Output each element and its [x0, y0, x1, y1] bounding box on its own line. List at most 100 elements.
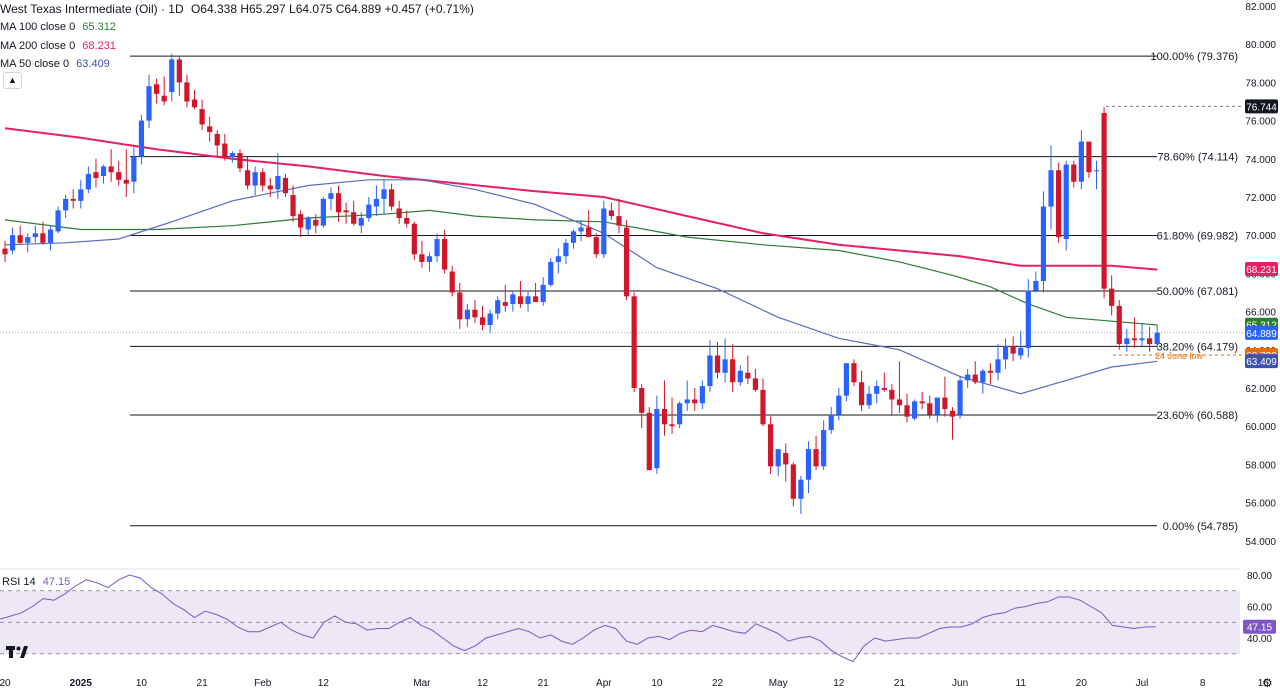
- rsi-line[interactable]: [0, 574, 1156, 663]
- candle[interactable]: [457, 292, 463, 320]
- candle[interactable]: [222, 143, 228, 157]
- candle[interactable]: [1116, 305, 1122, 345]
- candle[interactable]: [608, 210, 614, 217]
- candle[interactable]: [616, 216, 622, 226]
- candle[interactable]: [1078, 141, 1084, 182]
- candle[interactable]: [767, 424, 774, 467]
- candle[interactable]: [965, 374, 971, 381]
- candle[interactable]: [381, 189, 387, 199]
- candle[interactable]: [843, 363, 849, 396]
- candle[interactable]: [1010, 345, 1016, 354]
- candle[interactable]: [1018, 347, 1024, 356]
- candle[interactable]: [980, 370, 986, 383]
- candle[interactable]: [972, 374, 978, 383]
- candle[interactable]: [100, 166, 107, 176]
- candle[interactable]: [654, 409, 660, 469]
- candle[interactable]: [934, 397, 940, 415]
- candle[interactable]: [631, 296, 637, 388]
- candle[interactable]: [745, 372, 751, 379]
- candle[interactable]: [17, 235, 23, 243]
- candle[interactable]: [540, 284, 546, 303]
- candle[interactable]: [78, 189, 84, 201]
- candle[interactable]: [358, 218, 364, 226]
- candle[interactable]: [874, 386, 880, 394]
- candle[interactable]: [601, 208, 607, 255]
- candle[interactable]: [351, 212, 357, 224]
- candle[interactable]: [896, 399, 903, 406]
- candle[interactable]: [169, 59, 175, 92]
- candle[interactable]: [639, 388, 645, 413]
- candle[interactable]: [669, 424, 675, 427]
- candle[interactable]: [237, 153, 243, 169]
- gear-icon[interactable]: ⚙: [1262, 676, 1273, 690]
- candle[interactable]: [1048, 170, 1054, 207]
- candle[interactable]: [578, 227, 584, 232]
- candle[interactable]: [63, 198, 69, 211]
- candle[interactable]: [783, 452, 789, 465]
- candle[interactable]: [1146, 338, 1153, 345]
- candle[interactable]: [184, 82, 190, 102]
- candle[interactable]: [1093, 170, 1100, 172]
- candle[interactable]: [373, 198, 380, 207]
- candle[interactable]: [586, 227, 592, 238]
- candle[interactable]: [1071, 164, 1077, 182]
- candle[interactable]: [388, 189, 395, 207]
- candle[interactable]: [305, 218, 311, 230]
- candle[interactable]: [176, 59, 182, 83]
- symbol-title[interactable]: West Texas Intermediate (Oil) · 1D: [0, 2, 184, 16]
- candle[interactable]: [464, 309, 470, 320]
- candle[interactable]: [699, 386, 705, 404]
- candle[interactable]: [449, 271, 455, 293]
- candle[interactable]: [563, 242, 569, 257]
- candle[interactable]: [692, 399, 698, 404]
- candle[interactable]: [320, 198, 326, 226]
- candle[interactable]: [116, 172, 122, 180]
- candle[interactable]: [244, 170, 251, 186]
- candle[interactable]: [32, 233, 38, 238]
- candle[interactable]: [260, 172, 266, 186]
- candle[interactable]: [828, 414, 834, 431]
- candle[interactable]: [1056, 170, 1062, 238]
- candle[interactable]: [1109, 288, 1115, 306]
- candle[interactable]: [426, 256, 433, 262]
- candle[interactable]: [881, 388, 887, 390]
- candle[interactable]: [1154, 332, 1160, 345]
- candle[interactable]: [510, 294, 516, 304]
- candle[interactable]: [790, 464, 796, 499]
- candle[interactable]: [411, 223, 417, 255]
- candle[interactable]: [646, 412, 652, 471]
- ma-line-50[interactable]: [4, 179, 1158, 395]
- candle[interactable]: [912, 401, 918, 419]
- candle[interactable]: [1124, 338, 1130, 345]
- candle[interactable]: [161, 95, 167, 102]
- candle[interactable]: [298, 214, 304, 228]
- candle[interactable]: [995, 359, 1001, 373]
- candle[interactable]: [404, 218, 410, 224]
- candle[interactable]: [502, 302, 508, 306]
- candle[interactable]: [1025, 290, 1031, 348]
- candle[interactable]: [396, 208, 402, 219]
- candle[interactable]: [813, 449, 819, 467]
- candle[interactable]: [722, 359, 728, 373]
- candle[interactable]: [927, 403, 933, 415]
- candle[interactable]: [1139, 338, 1145, 341]
- candle[interactable]: [570, 231, 577, 243]
- candle[interactable]: [419, 254, 425, 262]
- candle[interactable]: [593, 237, 599, 255]
- candle[interactable]: [714, 355, 721, 373]
- candle[interactable]: [684, 399, 690, 404]
- candle[interactable]: [707, 355, 713, 387]
- candle[interactable]: [138, 120, 145, 157]
- ma-line-100[interactable]: [4, 209, 1158, 326]
- candle[interactable]: [904, 405, 910, 417]
- candle[interactable]: [434, 239, 440, 257]
- candle[interactable]: [328, 193, 334, 199]
- candle[interactable]: [275, 175, 281, 190]
- candle[interactable]: [214, 133, 220, 146]
- candle[interactable]: [919, 401, 925, 404]
- candle[interactable]: [775, 449, 781, 467]
- candle[interactable]: [949, 410, 956, 417]
- candle[interactable]: [252, 172, 258, 186]
- candle[interactable]: [677, 403, 683, 425]
